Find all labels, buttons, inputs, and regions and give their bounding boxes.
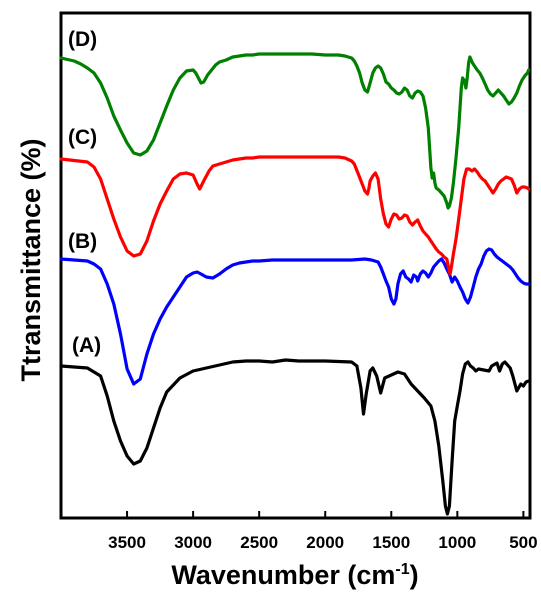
- x-axis-title-main: Wavenumber (cm: [171, 560, 395, 590]
- x-axis-title-superscript: -1: [395, 561, 409, 578]
- series-label-c: (C): [68, 126, 97, 149]
- series-label-d: (D): [68, 28, 97, 51]
- series-line-a: [59, 358, 531, 516]
- x-tick-label: 3500: [108, 533, 146, 552]
- series-line-b: [59, 247, 531, 386]
- series-label-a: (A): [72, 334, 101, 357]
- series-line-d: [59, 52, 531, 210]
- x-tick-label: 3000: [174, 533, 212, 552]
- x-axis-ticks: 3500 3000 2500 2000 1500 1000 500: [108, 511, 538, 552]
- x-tick-label: 2500: [240, 533, 278, 552]
- series-line-c: [59, 155, 531, 276]
- x-tick-label: 1500: [372, 533, 410, 552]
- plot-frame: [59, 11, 532, 520]
- x-axis-title-close: ): [410, 560, 419, 590]
- x-tick-label: 500: [509, 533, 537, 552]
- series-label-layer: (A) (B) (C) (D): [68, 28, 101, 357]
- y-axis-title: Ttransmittance (%): [16, 138, 46, 381]
- x-tick-label: 2000: [306, 533, 344, 552]
- x-tick-label: 1000: [438, 533, 476, 552]
- x-axis-title: Wavenumber (cm-1): [171, 560, 418, 590]
- series-layer: [59, 52, 531, 516]
- series-label-b: (B): [68, 230, 97, 253]
